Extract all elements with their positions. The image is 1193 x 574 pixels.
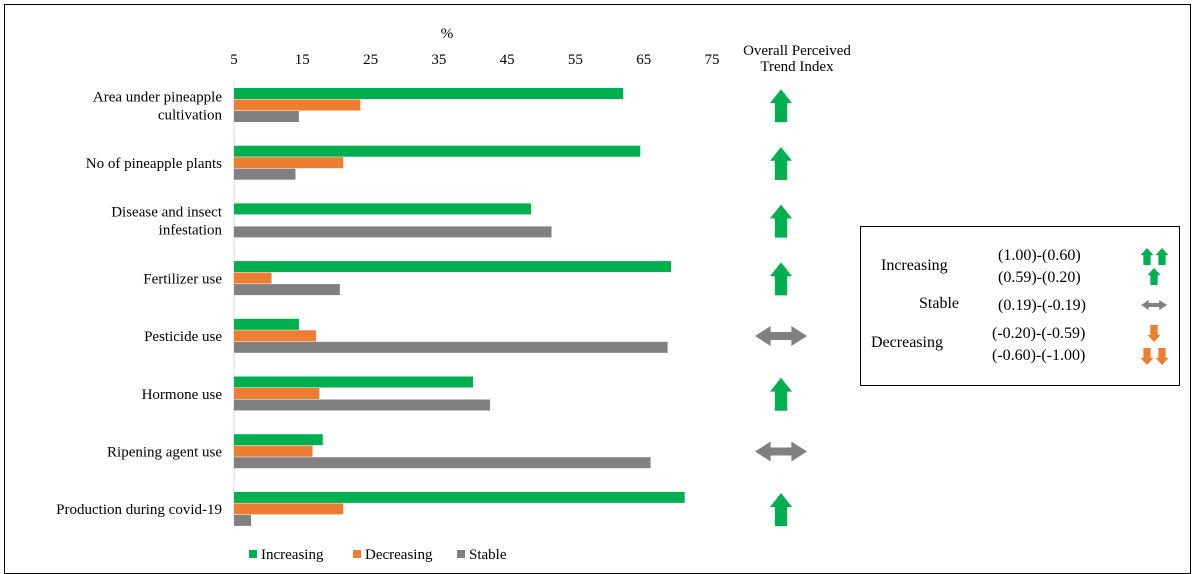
legend-swatch-stable [457,550,465,558]
bar-stable [234,168,296,180]
bar-decreasing [234,272,272,284]
x-tick-label: 55 [568,52,583,68]
bar-decreasing [234,99,361,111]
bar-stable [234,457,651,469]
x-tick-label: 5 [230,52,238,68]
up-arrow-icon [1147,268,1161,285]
legend-label-decreasing: Decreasing [365,547,433,563]
bar-increasing [234,434,323,446]
trend-up-arrow-icon [770,262,792,296]
trend-column-title: Overall Perceived [743,43,851,59]
category-label: infestation [159,223,223,239]
legend-swatch-increasing [249,550,257,558]
category-label: Disease and insect [111,205,223,221]
trend-column-title: Trend Index [760,59,834,75]
category-label: Area under pineapple [93,89,222,105]
legend-label-increasing: Increasing [261,547,324,563]
bar-increasing [234,261,672,273]
double-up-arrow-icon-right [1155,248,1169,265]
x-tick-label: 45 [500,52,515,68]
down-arrow-icon [1147,325,1161,342]
x-tick-label: 75 [705,52,720,68]
bar-increasing [234,203,532,215]
bar-increasing [234,88,624,99]
category-label: No of pineapple plants [86,156,222,172]
legend-swatch-decreasing [353,550,361,558]
legend-range-strong-increase: (1.00)-(0.60) [998,247,1081,264]
bar-stable [234,399,491,411]
bar-stable [234,514,252,526]
trend-up-arrow-icon [770,493,792,527]
x-axis-title: % [441,26,454,42]
double-up-arrow-icon-left [1140,248,1154,265]
bar-stable [234,111,299,122]
bar-decreasing [234,330,316,342]
bar-stable [234,341,668,353]
legend-range-decrease: (-0.20)-(-0.59) [992,325,1086,342]
trend-index-legend: Increasing (1.00)-(0.60) (0.59)-(0.20) S… [860,226,1180,386]
x-tick-label: 15 [295,52,310,68]
bar-stable [234,226,552,238]
trend-up-arrow-icon [770,204,792,238]
bar-increasing [234,491,685,503]
legend-label-stable: Stable [469,547,507,563]
category-label: Production during covid-19 [56,502,222,518]
trend-stable-arrow-icon [755,441,807,462]
legend-range-stable: (0.19)-(-0.19) [998,297,1086,314]
category-label: cultivation [158,107,223,123]
x-tick-label: 25 [363,52,378,68]
bar-decreasing [234,388,320,399]
bar-increasing [234,318,299,330]
trend-up-arrow-icon [770,89,792,123]
category-label: Hormone use [142,387,223,403]
trend-up-arrow-icon [770,146,792,180]
double-down-arrow-icon-left [1140,348,1154,365]
double-headed-arrow-icon [1141,300,1167,310]
x-tick-label: 65 [636,52,651,68]
bar-increasing [234,376,473,388]
bar-increasing [234,145,641,157]
legend-category-stable: Stable [919,295,959,312]
category-label: Ripening agent use [107,444,222,460]
bar-decreasing [234,157,344,169]
trend-up-arrow-icon [770,377,792,411]
legend-category-decreasing: Decreasing [871,334,943,351]
double-down-arrow-icon-right [1155,348,1169,365]
category-label: Pesticide use [144,329,222,345]
legend-range-strong-decrease: (-0.60)-(-1.00) [992,347,1086,364]
x-tick-label: 35 [431,52,446,68]
bar-stable [234,284,340,296]
category-label: Fertilizer use [143,271,222,287]
legend-symbols [1140,248,1169,365]
legend-category-increasing: Increasing [881,257,948,274]
trend-stable-arrow-icon [755,326,807,347]
legend-range-increase: (0.59)-(0.20) [998,269,1081,286]
bar-decreasing [234,445,313,457]
bar-decreasing [234,503,344,515]
